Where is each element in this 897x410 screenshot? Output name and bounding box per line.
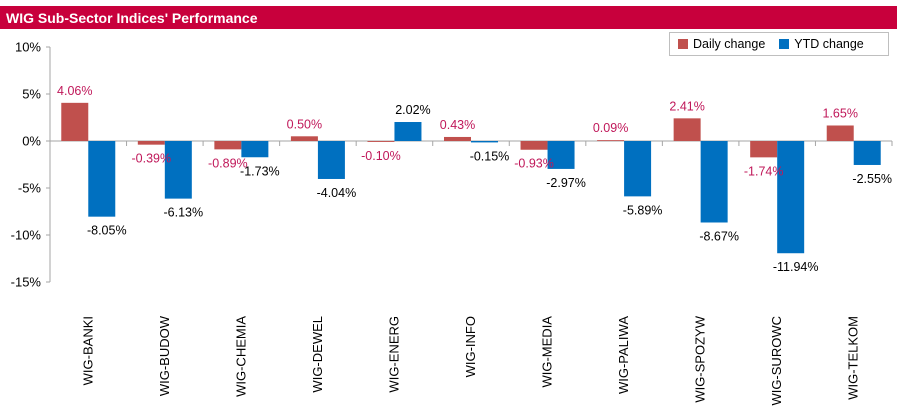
data-label-ytd: 2.02% — [395, 103, 430, 117]
bar-daily-change — [290, 136, 318, 141]
bar-ytd-change — [624, 141, 652, 197]
legend-item-ytd: YTD change — [779, 37, 864, 51]
bar-ytd-change — [777, 141, 805, 254]
legend-swatch-daily — [678, 39, 688, 49]
x-tick-label: WIG-ENERG — [386, 316, 401, 393]
bar-daily-change — [826, 125, 854, 141]
data-label-ytd: -5.89% — [623, 203, 663, 217]
legend-label-ytd: YTD change — [794, 37, 864, 51]
data-label-daily: 0.09% — [593, 121, 628, 135]
bar-daily-change — [367, 141, 395, 142]
bar-ytd-change — [471, 141, 498, 143]
bar-ytd-change — [394, 122, 422, 141]
chart-title-bar: WIG Sub-Sector Indices' Performance — [0, 6, 897, 29]
bar-ytd-change — [241, 141, 269, 158]
bar-ytd-change — [317, 141, 345, 179]
x-tick-label: WIG-SPOZYW — [693, 315, 708, 402]
bar-daily-change — [61, 102, 89, 141]
y-tick-label: 10% — [15, 40, 41, 55]
y-tick-label: 5% — [22, 87, 41, 102]
bar-daily-change — [214, 141, 242, 150]
bar-daily-change — [673, 118, 701, 141]
x-tick-label: WIG-BUDOW — [157, 315, 172, 396]
data-label-daily: 2.41% — [669, 99, 704, 113]
legend-item-daily: Daily change — [678, 37, 765, 51]
data-label-ytd: -1.73% — [240, 164, 280, 178]
chart-legend: Daily change YTD change — [669, 32, 889, 56]
y-tick-label: -10% — [11, 228, 42, 243]
data-label-daily: 0.50% — [287, 117, 322, 131]
bar-daily-change — [444, 136, 471, 141]
data-label-ytd: -0.15% — [470, 149, 510, 163]
data-label-daily: 0.43% — [440, 118, 475, 132]
data-label-ytd: -8.67% — [699, 229, 739, 243]
x-tick-label: WIG-PALIWA — [616, 316, 631, 394]
data-label-ytd: -2.97% — [546, 176, 586, 190]
data-label-ytd: -4.04% — [317, 186, 357, 200]
data-label-daily: -1.74% — [744, 164, 784, 178]
data-label-ytd: -11.94% — [773, 260, 819, 274]
legend-swatch-ytd — [779, 39, 790, 49]
y-tick-label: -5% — [18, 181, 42, 196]
x-tick-label: WIG-DEWEL — [310, 316, 325, 393]
data-label-ytd: -8.05% — [87, 224, 127, 238]
data-label-daily: -0.89% — [208, 156, 248, 170]
data-label-daily: 4.06% — [57, 84, 92, 98]
legend-label-daily: Daily change — [693, 37, 766, 51]
chart-title: WIG Sub-Sector Indices' Performance — [6, 9, 258, 26]
data-label-daily: 1.65% — [823, 106, 858, 120]
y-tick-label: 0% — [22, 134, 41, 149]
bar-ytd-change — [853, 141, 881, 165]
x-tick-label: WIG-SUROWC — [769, 316, 784, 406]
data-label-daily: -0.93% — [514, 157, 554, 171]
data-label-ytd: -6.13% — [164, 206, 204, 220]
data-label-daily: -0.39% — [132, 152, 172, 166]
bar-ytd-change — [88, 141, 116, 217]
bar-daily-change — [520, 141, 548, 150]
bar-daily-change — [750, 141, 778, 158]
x-tick-label: WIG-TELKOM — [846, 316, 861, 400]
x-tick-label: WIG-MEDIA — [540, 316, 555, 388]
bar-daily-change — [137, 141, 165, 145]
bar-ytd-change — [547, 141, 575, 169]
x-tick-label: WIG-BANKI — [80, 316, 95, 385]
y-tick-label: -15% — [11, 275, 42, 290]
x-tick-label: WIG-INFO — [463, 316, 478, 377]
bar-daily-change — [597, 140, 625, 141]
x-tick-label: WIG-CHEMIA — [233, 316, 248, 397]
bar-ytd-change — [700, 141, 728, 223]
data-label-ytd: -2.55% — [852, 172, 892, 186]
bar-ytd-change — [164, 141, 192, 199]
data-label-daily: -0.10% — [361, 149, 401, 163]
